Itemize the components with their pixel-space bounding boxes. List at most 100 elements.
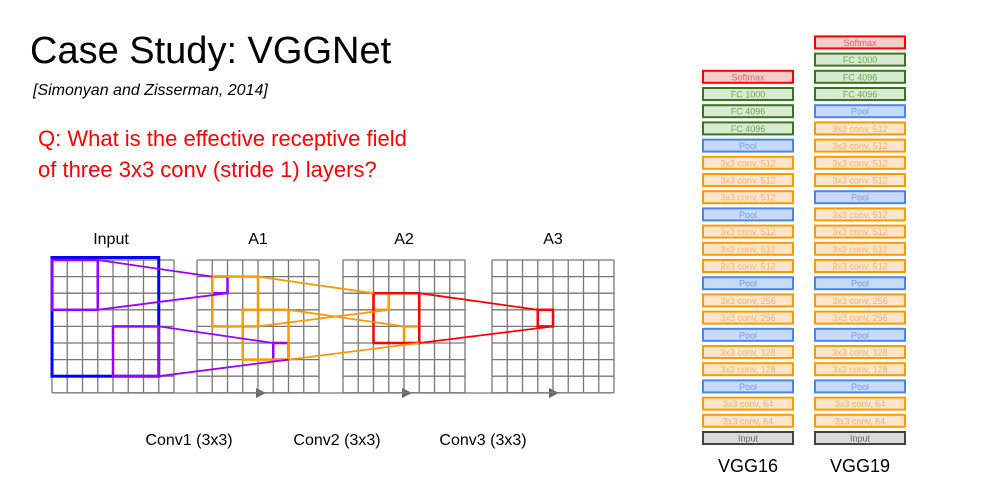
layer-conv: 3x3 conv, 512: [814, 138, 906, 153]
layer-label: 3x3 conv, 512: [720, 158, 775, 168]
conv1-field-box: [50, 258, 99, 312]
grid-a2: [342, 259, 466, 394]
layer-pool: Pool: [702, 207, 794, 222]
layer-label: Pool: [851, 330, 869, 340]
layer-label: 3x3 conv, 256: [720, 313, 775, 323]
layer-box: [814, 431, 906, 445]
layer-box: [814, 379, 906, 394]
layer-box: [702, 155, 794, 170]
layer-conv: 3x3 conv, 512: [702, 224, 794, 239]
arrowhead-icon: [549, 388, 559, 398]
layer-pool: Pool: [702, 138, 794, 153]
layer-box: [814, 155, 906, 170]
layer-box: [702, 276, 794, 291]
layer-label: 3x3 conv, 256: [720, 296, 775, 306]
layer-fc: FC 1000: [702, 87, 794, 101]
conv2-connector: [288, 308, 405, 328]
layer-pool: Pool: [702, 379, 794, 394]
layer-box: [814, 138, 906, 153]
layer-box: [814, 310, 906, 325]
layer-box: [814, 362, 906, 377]
conv3-label: Conv3 (3x3): [439, 432, 527, 449]
layer-box: [702, 431, 794, 445]
layer-label: Pool: [739, 382, 757, 392]
layer-label: Pool: [851, 382, 869, 392]
layer-conv: 3x3 conv, 512: [814, 259, 906, 273]
layer-label: Pool: [851, 107, 869, 117]
layer-label: 3x3 conv, 256: [832, 296, 887, 306]
arrowhead-icon: [256, 388, 266, 398]
layer-pool: Pool: [814, 276, 906, 291]
layer-box: [702, 345, 794, 359]
layer-conv: 3x3 conv, 512: [702, 173, 794, 187]
layer-box: [814, 276, 906, 291]
conv2-connector: [257, 308, 389, 328]
layer-label: 3x3 conv, 64: [835, 416, 885, 426]
conv3-connector: [419, 325, 554, 344]
layer-label: Pool: [851, 279, 869, 289]
grid-label-input: Input: [93, 231, 129, 248]
layer-conv: 3x3 conv, 512: [814, 241, 906, 256]
layer-box: [814, 327, 906, 342]
layer-box: [702, 327, 794, 342]
layer-box: [814, 87, 906, 101]
layer-conv: 3x3 conv, 128: [702, 362, 794, 377]
layer-label: 3x3 conv, 512: [720, 227, 775, 237]
layer-conv: 3x3 conv, 512: [814, 173, 906, 187]
layer-softmax: Softmax: [814, 35, 906, 50]
layer-box: [702, 396, 794, 411]
layer-box: [814, 396, 906, 411]
question-line-2: of three 3x3 conv (stride 1) layers?: [38, 157, 377, 182]
layer-box: [814, 293, 906, 308]
layer-pool: Pool: [702, 327, 794, 342]
layer-pool: Pool: [814, 190, 906, 205]
layer-pool: Pool: [814, 379, 906, 394]
stack-vgg16: Softmax FC 1000 FC 4096 FC 4096 Pool 3x3 conv…: [702, 69, 794, 445]
conv1-connector: [158, 325, 274, 344]
layer-pool: Pool: [814, 327, 906, 342]
layer-fc: FC 4096: [702, 104, 794, 119]
grid-label-a1: A1: [248, 231, 268, 248]
layer-pool: Pool: [814, 104, 906, 119]
stack-vgg19: Softmax FC 1000 FC 4096 FC 4096 Pool 3x3 conv…: [814, 35, 906, 445]
conv1-field-box: [111, 325, 160, 378]
layer-label: 3x3 conv, 512: [720, 244, 775, 254]
layer-box: [814, 52, 906, 67]
conv1-label: Conv1 (3x3): [145, 432, 233, 449]
layer-box: [814, 207, 906, 222]
vgg16-label: VGG16: [717, 456, 779, 476]
layer-label: 3x3 conv, 128: [720, 348, 775, 358]
layer-label: 3x3 conv, 64: [835, 399, 885, 409]
layer-box: [702, 413, 794, 428]
layer-conv: 3x3 conv, 64: [814, 396, 906, 411]
layer-box: [702, 190, 794, 205]
layer-label: FC 1000: [843, 55, 878, 65]
layer-label: 3x3 conv, 512: [832, 141, 887, 151]
layer-label: Input: [850, 434, 871, 444]
layer-label: 3x3 conv, 512: [720, 193, 775, 203]
layer-box: [702, 138, 794, 153]
conv3-field-box: [372, 291, 421, 345]
layer-box: [814, 35, 906, 50]
layer-conv: 3x3 conv, 512: [814, 207, 906, 222]
layer-label: Pool: [739, 210, 757, 220]
layer-label: 3x3 conv, 512: [832, 244, 887, 254]
layer-label: Input: [738, 434, 759, 444]
layer-box: [814, 121, 906, 136]
a2-cell-box: [402, 325, 421, 345]
layer-box: [702, 173, 794, 187]
layer-conv: 3x3 conv, 256: [814, 310, 906, 325]
conv2-field-box: [241, 308, 290, 361]
layer-fc: FC 4096: [814, 69, 906, 84]
layer-box: [702, 104, 794, 119]
layer-conv: 3x3 conv, 64: [702, 396, 794, 411]
layer-box: [814, 241, 906, 256]
layer-conv: 3x3 conv, 128: [702, 345, 794, 359]
layer-label: 3x3 conv, 512: [832, 210, 887, 220]
layer-conv: 3x3 conv, 512: [814, 224, 906, 239]
layer-box: [814, 69, 906, 84]
layer-box: [814, 345, 906, 359]
layer-box: [702, 207, 794, 222]
grid-a1: [196, 259, 320, 394]
